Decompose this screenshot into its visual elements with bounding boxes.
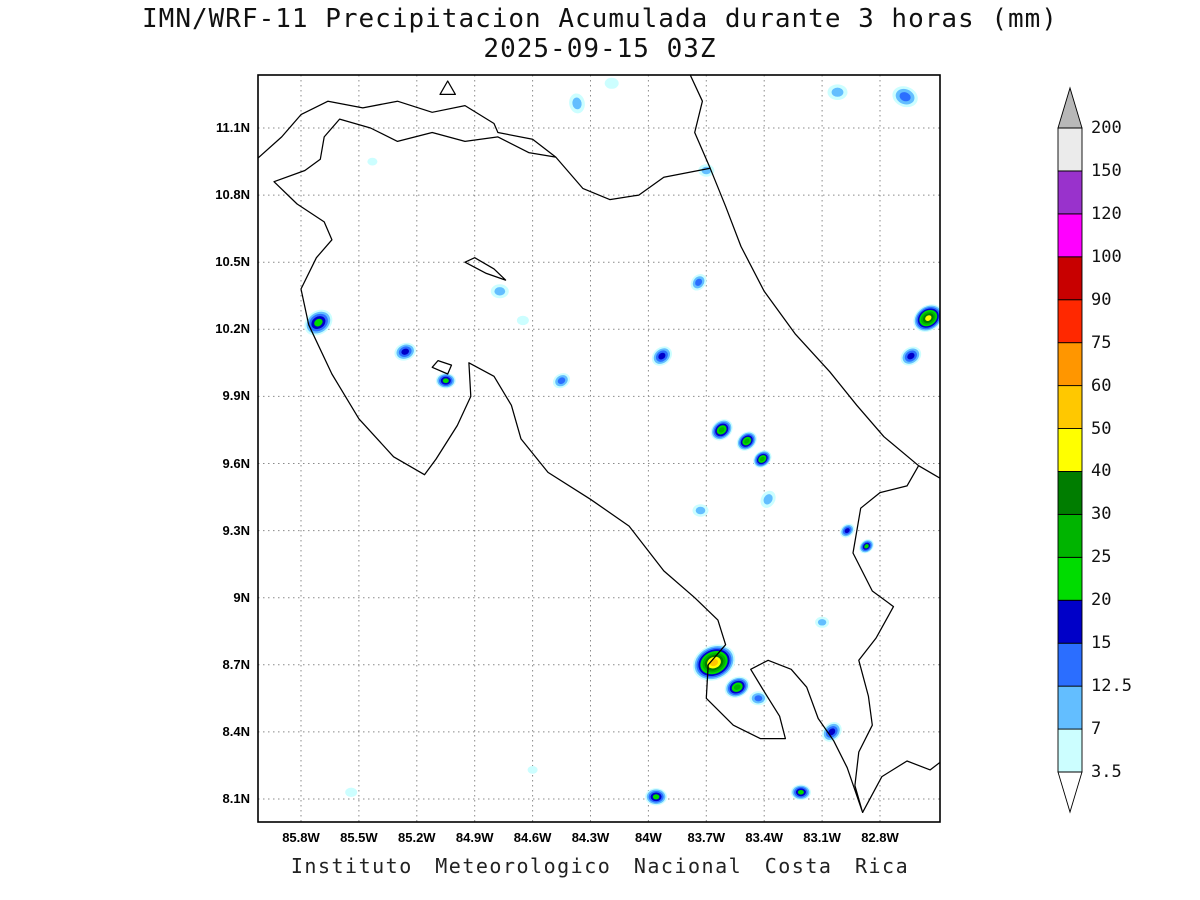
coastline-borders: [258, 75, 940, 814]
lat-tick-label: 9.9N: [222, 388, 250, 404]
colorbar-above-max-arrow: [1057, 86, 1083, 129]
lat-tick-label: 9N: [233, 589, 250, 605]
lon-tick-label: 85.8W: [282, 830, 320, 845]
lon-tick-label: 85.5W: [340, 830, 378, 845]
lat-tick-label: 8.4N: [222, 723, 250, 739]
lon-tick-label: 84.6W: [513, 830, 552, 845]
lon-tick-label: 83.4W: [745, 830, 783, 845]
lon-tick-label: 84.3W: [571, 830, 610, 845]
precip-cells: [304, 77, 940, 806]
lat-tick-label: 9.3N: [222, 522, 250, 538]
lat-tick-label: 10.8N: [215, 187, 250, 203]
lat-tick-label: 11.1N: [216, 120, 250, 135]
colorbar-tick-label: 7: [1091, 719, 1102, 740]
colorbar: [1057, 86, 1083, 814]
footer-text: Instituto Meteorologico Nacional Costa R…: [290, 854, 910, 878]
colorbar-tick-label: 25: [1091, 547, 1112, 568]
colorbar-tick-label: 40: [1091, 461, 1112, 482]
colorbar-tick-label: 150: [1091, 160, 1122, 181]
colorbar-tick-label: 120: [1091, 203, 1122, 224]
graticule: [258, 75, 940, 822]
chart-subtitle: 2025-09-15 03Z: [483, 34, 717, 64]
colorbar-tick-label: 20: [1091, 590, 1112, 611]
lon-tick-label: 83.7W: [687, 830, 726, 845]
colorbar-tick-label: 100: [1091, 246, 1122, 267]
lon-tick-label: 85.2W: [398, 830, 436, 845]
lat-tick-label: 9.6N: [222, 455, 250, 471]
lon-tick-label: 84.9W: [455, 830, 494, 845]
lat-tick-label: 10.2N: [215, 321, 250, 337]
lat-tick-label: 8.7N: [222, 656, 250, 672]
colorbar-tick-label: 90: [1091, 289, 1112, 310]
map-frame: [257, 74, 941, 823]
lon-tick-label: 84W: [635, 830, 662, 845]
colorbar-tick-label: 60: [1091, 375, 1112, 396]
lat-tick-label: 8.1N: [222, 791, 250, 806]
lon-tick-label: 82.8W: [861, 830, 899, 845]
colorbar-tick-label: 3.5: [1091, 762, 1122, 782]
lat-tick-label: 10.5N: [215, 254, 250, 270]
lon-tick-label: 83.1W: [803, 830, 841, 845]
colorbar-tick-label: 75: [1091, 332, 1112, 353]
colorbar-tick-label: 50: [1091, 418, 1112, 439]
colorbar-tick-label: 15: [1091, 633, 1112, 654]
colorbar-tick-label: 200: [1091, 118, 1122, 138]
colorbar-below-min-arrow: [1057, 771, 1083, 814]
colorbar-tick-label: 12.5: [1091, 676, 1132, 697]
chart-title: IMN/WRF-11 Precipitacion Acumulada duran…: [142, 4, 1058, 34]
colorbar-tick-label: 30: [1091, 504, 1112, 525]
